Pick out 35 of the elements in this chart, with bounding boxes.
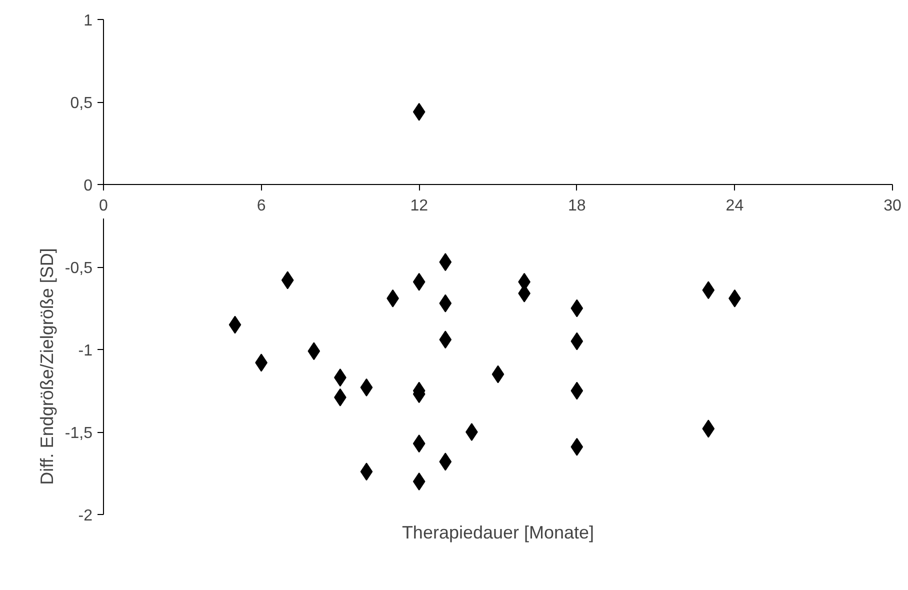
point: [439, 330, 452, 349]
point: [570, 438, 584, 456]
point: [439, 253, 452, 272]
y-tick-label: -0,5: [64, 260, 93, 277]
point: [439, 452, 452, 471]
point: [439, 294, 452, 312]
point: [412, 434, 426, 453]
x-tick-label: 24: [726, 198, 744, 214]
y-tick-label: -1: [78, 342, 93, 360]
x-tick-label: 18: [568, 198, 586, 214]
point: [281, 271, 294, 290]
x-tick-label: 0: [99, 198, 108, 214]
point: [412, 272, 426, 291]
x-tick-label: 6: [256, 198, 266, 214]
point: [412, 472, 426, 490]
y-tick-label: 0: [84, 178, 93, 194]
y-tick-label: 0,5: [70, 95, 93, 112]
point: [570, 332, 584, 350]
point: [702, 420, 715, 438]
x-axis-title: Therapiedauer [Monate]: [402, 522, 594, 542]
point: [570, 299, 584, 318]
y-tick-label: 1: [84, 12, 93, 30]
point: [360, 378, 373, 396]
point: [492, 365, 504, 384]
point: [412, 102, 426, 121]
point: [360, 462, 373, 481]
x-tick-label: 12: [410, 198, 428, 214]
point: [702, 281, 715, 300]
y-tick-label: -1,5: [64, 425, 93, 442]
point: [308, 342, 320, 360]
x-tick-label: 30: [884, 198, 902, 214]
point: [570, 382, 584, 400]
y-tick-label: -2: [78, 508, 93, 524]
y-axis-title: Diff. Endgröße/Zielgröße [SD]: [36, 248, 57, 485]
point: [228, 316, 242, 334]
